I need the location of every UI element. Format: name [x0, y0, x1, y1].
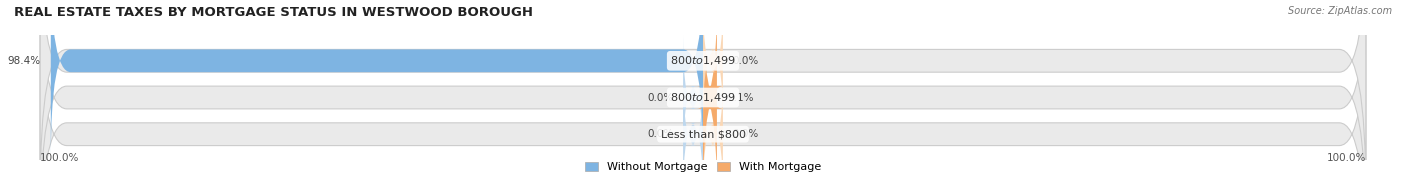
Legend: Without Mortgage, With Mortgage: Without Mortgage, With Mortgage [581, 158, 825, 177]
FancyBboxPatch shape [41, 0, 1365, 195]
Text: 98.4%: 98.4% [7, 56, 41, 66]
Text: 100.0%: 100.0% [41, 153, 80, 163]
Text: 0.0%: 0.0% [733, 129, 759, 139]
Text: 0.0%: 0.0% [647, 129, 673, 139]
Text: $800 to $1,499: $800 to $1,499 [671, 91, 735, 104]
Text: Source: ZipAtlas.com: Source: ZipAtlas.com [1288, 6, 1392, 16]
Text: $800 to $1,499: $800 to $1,499 [671, 54, 735, 67]
Text: 2.1%: 2.1% [727, 92, 754, 103]
FancyBboxPatch shape [703, 0, 723, 123]
Text: 0.0%: 0.0% [647, 92, 673, 103]
FancyBboxPatch shape [51, 0, 703, 160]
FancyBboxPatch shape [683, 35, 703, 160]
FancyBboxPatch shape [697, 0, 723, 195]
Text: REAL ESTATE TAXES BY MORTGAGE STATUS IN WESTWOOD BOROUGH: REAL ESTATE TAXES BY MORTGAGE STATUS IN … [14, 6, 533, 19]
Text: 100.0%: 100.0% [1326, 153, 1365, 163]
FancyBboxPatch shape [41, 0, 1365, 195]
FancyBboxPatch shape [703, 72, 723, 195]
Text: 0.0%: 0.0% [733, 56, 759, 66]
FancyBboxPatch shape [683, 72, 703, 195]
Text: Less than $800: Less than $800 [661, 129, 745, 139]
FancyBboxPatch shape [41, 0, 1365, 195]
